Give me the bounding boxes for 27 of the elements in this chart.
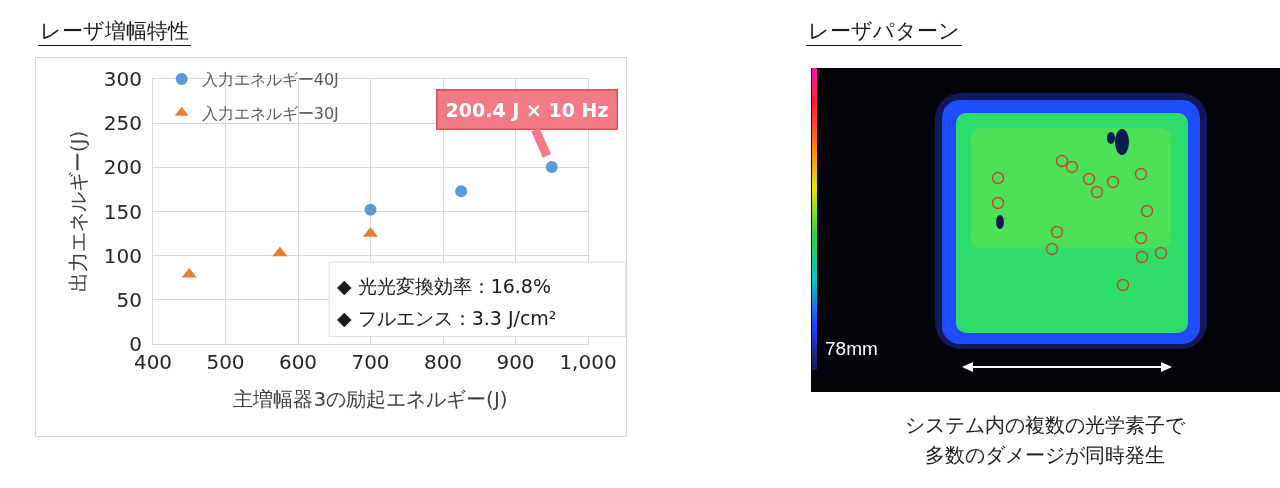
- x-tick-label: 500: [206, 350, 245, 374]
- annotation: 200.4 J × 10 Hz: [445, 98, 609, 121]
- text: システム内の複数の光学素子で: [904, 412, 1186, 439]
- chart-title: レーザ増幅特性: [38, 18, 191, 46]
- x-axis-title: 主増幅器3の励起エネルギー(J): [233, 386, 508, 411]
- text: 多数のダメージが同時発生: [924, 442, 1166, 469]
- legend-label: 入力エネルギー40J: [201, 70, 339, 90]
- x-tick-label: 800: [423, 350, 463, 374]
- x-tick-label: 600: [278, 350, 318, 374]
- x-tick-label: 700: [351, 350, 390, 374]
- annotation: ◆ フルエンス：3.3 J/cm²: [337, 307, 557, 329]
- y-tick-label: 150: [103, 199, 142, 224]
- y-tick-label: 300: [103, 67, 142, 91]
- point: [455, 185, 468, 198]
- text: レーザパターン: [806, 18, 962, 46]
- y-tick-label: 250: [103, 111, 142, 136]
- point: [364, 203, 377, 216]
- x-tick-label: 1,000: [559, 350, 617, 374]
- legend-label: 入力エネルギー30J: [201, 103, 339, 123]
- y-tick-label: 200: [103, 155, 142, 180]
- y-tick-label: 50: [116, 287, 142, 312]
- y-tick-label: 100: [103, 243, 142, 268]
- y-axis-title: 出力エネルギー(J): [66, 130, 91, 293]
- x-tick-label: 900: [496, 350, 535, 374]
- annotation: ◆ 光光変換効率：16.8%: [337, 275, 552, 297]
- point: [545, 160, 558, 173]
- text: 78mm: [825, 338, 878, 360]
